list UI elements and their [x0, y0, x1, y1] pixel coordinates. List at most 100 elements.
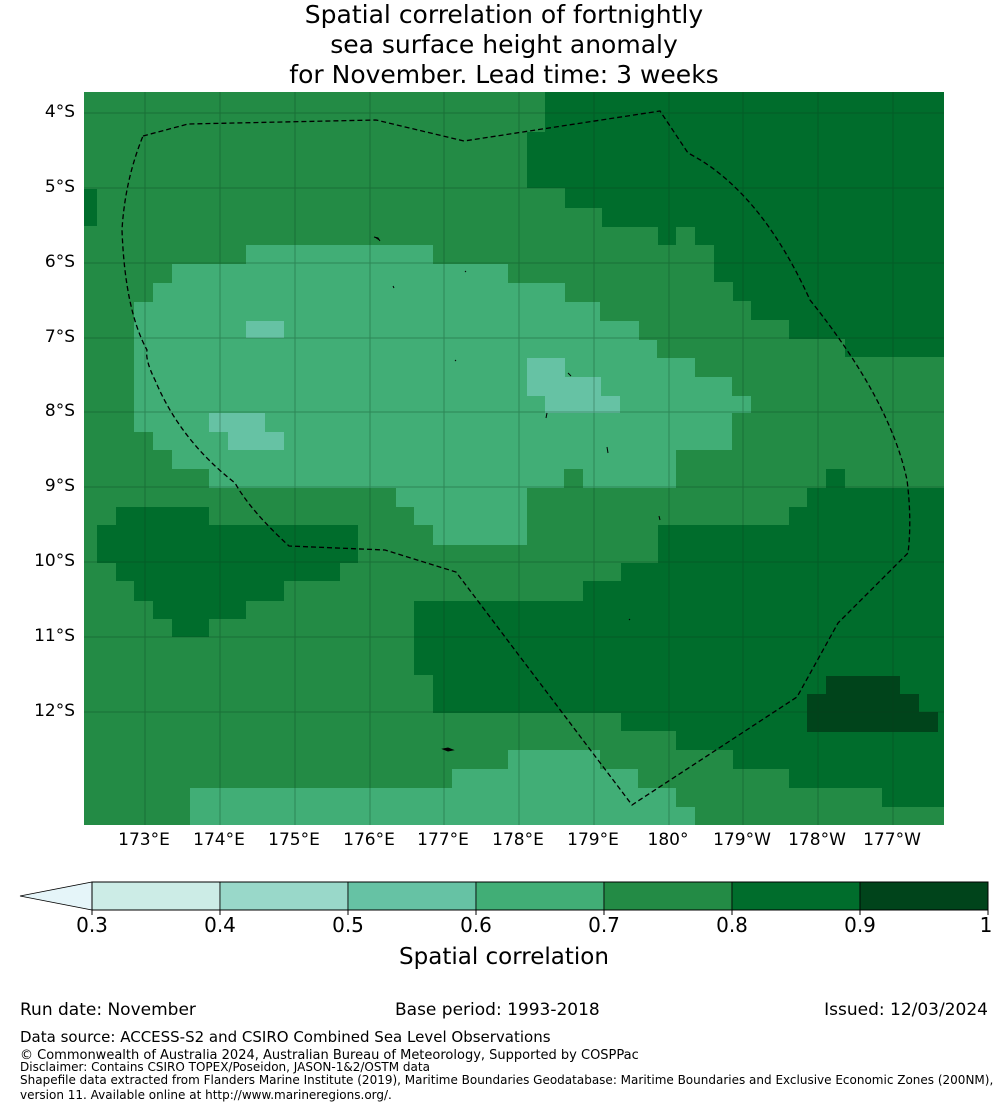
- colorbar-tick-label: 0.4: [204, 913, 236, 937]
- colorbar-bin: [91, 881, 221, 911]
- cell: [190, 788, 676, 807]
- cell: [414, 507, 527, 525]
- island: [373, 236, 381, 242]
- cell: [134, 340, 657, 358]
- cell: [789, 769, 944, 788]
- lon-label: 174°E: [193, 830, 245, 850]
- cell: [676, 731, 944, 750]
- map-title: Spatial correlation of fortnightly sea s…: [0, 0, 1008, 90]
- colorbar: [19, 881, 989, 915]
- cell: [246, 321, 284, 338]
- colorbar-tick-label: 1: [979, 913, 993, 937]
- cell: [172, 450, 676, 469]
- issued-date: Issued: 12/03/2024: [824, 1000, 988, 1020]
- lon-label: 178°W: [788, 830, 846, 850]
- graticule: [84, 92, 944, 825]
- cell: [565, 188, 944, 208]
- colorbar-bin: [475, 881, 605, 911]
- shapefile-credit-2: version 11. Available online at http://w…: [20, 1088, 392, 1102]
- cell: [228, 432, 284, 450]
- cell: [508, 750, 600, 769]
- cell: [452, 769, 638, 788]
- cell: [583, 469, 676, 488]
- island: [567, 372, 572, 377]
- colorbar-tick-label: 0.6: [460, 913, 492, 937]
- colorbar-bins: [91, 881, 989, 911]
- cell: [527, 358, 565, 377]
- colorbar-tick-label: 0.8: [716, 913, 748, 937]
- eez-boundary: [121, 110, 911, 806]
- cell: [826, 676, 900, 694]
- colorbar-bin: [603, 881, 733, 911]
- cell: [246, 245, 433, 264]
- cell: [621, 563, 944, 581]
- run-date: Run date: November: [20, 1000, 196, 1020]
- lon-label: 179°E: [567, 830, 619, 850]
- cell: [396, 488, 527, 507]
- cell: [134, 581, 284, 601]
- lat-label: 6°S: [44, 252, 75, 272]
- lon-label: 175°E: [268, 830, 320, 850]
- cell: [209, 469, 564, 488]
- cell: [602, 208, 944, 227]
- lon-label: 180°: [647, 830, 689, 850]
- lat-label: 9°S: [44, 476, 75, 496]
- cell: [658, 525, 944, 563]
- cell: [695, 227, 944, 245]
- copyright: © Commonwealth of Australia 2024, Austra…: [20, 1048, 639, 1063]
- cell: [172, 619, 209, 637]
- colorbar-tick-label: 0.5: [332, 913, 364, 937]
- islands: [373, 236, 661, 752]
- cell: [153, 432, 732, 450]
- cell: [807, 712, 938, 732]
- colorbar-title: Spatial correlation: [399, 944, 609, 970]
- cell: [153, 601, 246, 619]
- cell: [751, 301, 944, 320]
- colorbar-bin: [347, 881, 477, 911]
- island: [628, 618, 631, 621]
- lat-label: 7°S: [44, 327, 75, 347]
- cell: [882, 788, 944, 807]
- lat-label: 8°S: [44, 401, 75, 421]
- cell: [209, 413, 265, 432]
- lon-label: 173°E: [118, 830, 170, 850]
- cell: [733, 282, 944, 301]
- colorbar-ticks: [91, 910, 989, 915]
- title-line-2: sea surface height anomaly: [330, 30, 678, 59]
- island: [441, 747, 455, 752]
- lat-label: 5°S: [44, 177, 75, 197]
- cell: [97, 525, 358, 545]
- lon-label: 179°W: [713, 830, 771, 850]
- colorbar-bin: [731, 881, 861, 911]
- island: [454, 359, 457, 362]
- cell: [545, 92, 944, 132]
- cell: [84, 189, 97, 226]
- cell: [172, 264, 508, 283]
- cell: [545, 396, 620, 413]
- title-line-3: for November. Lead time: 3 weeks: [289, 60, 719, 89]
- colorbar-bin: [219, 881, 349, 911]
- disclaimer: Disclaimer: Contains CSIRO TOPEX/Poseido…: [20, 1060, 430, 1074]
- colorbar-under-arrow: [19, 881, 93, 911]
- base-period: Base period: 1993-2018: [395, 1000, 600, 1020]
- lon-label: 178°E: [492, 830, 544, 850]
- lon-label: 177°E: [417, 830, 469, 850]
- title-line-1: Spatial correlation of fortnightly: [304, 0, 704, 29]
- colorbar-tick-label: 0.7: [588, 913, 620, 937]
- cell: [153, 283, 565, 302]
- island: [545, 412, 548, 419]
- colorbar-frame: [91, 881, 989, 911]
- cell: [789, 507, 944, 525]
- island: [464, 270, 467, 273]
- cell: [190, 807, 695, 825]
- cell: [583, 581, 944, 601]
- cell: [116, 507, 209, 525]
- island: [658, 515, 661, 521]
- data-source: Data source: ACCESS-S2 and CSIRO Combine…: [20, 1028, 551, 1046]
- cell: [733, 750, 944, 769]
- lat-label: 4°S: [44, 102, 75, 122]
- cell: [714, 245, 944, 282]
- lon-label: 177°W: [863, 830, 921, 850]
- cell: [807, 694, 919, 712]
- cell: [116, 563, 340, 581]
